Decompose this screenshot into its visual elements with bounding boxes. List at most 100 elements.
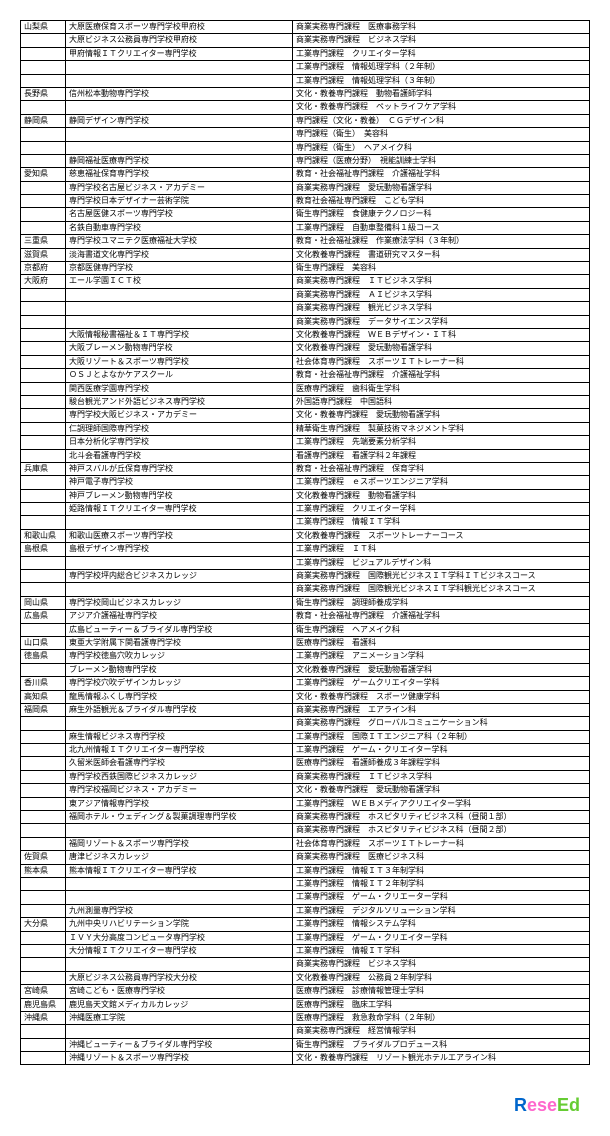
pref-cell xyxy=(21,730,66,743)
table-row: ＩＶＹ大分高度コンピュータ専門学校工業専門課程 ゲーム・クリエイター学科 xyxy=(21,931,590,944)
school-cell: 専門学校穴吹デザインカレッジ xyxy=(66,677,293,690)
school-cell: アジア介護福祉専門学校 xyxy=(66,610,293,623)
table-row: 福岡ホテル・ウェディング＆製菓調理専門学校商業実務専門課程 ホスピタリティビジネ… xyxy=(21,811,590,824)
table-row: 神戸ブレーメン動物専門学校文化教養専門課程 動物看護学科 xyxy=(21,489,590,502)
school-cell: 福岡リゾート＆スポーツ専門学校 xyxy=(66,837,293,850)
table-row: 姫路情報ＩＴクリエイター専門学校工業専門課程 クリエイター学科 xyxy=(21,503,590,516)
course-cell: 医療専門課程 歯科衛生学科 xyxy=(293,382,590,395)
course-cell: 工業専門課程 自動車整備科１級コース xyxy=(293,221,590,234)
pref-cell xyxy=(21,221,66,234)
course-cell: 文化・教養専門課程 リゾート観光ホテルエアライン科 xyxy=(293,1052,590,1065)
pref-cell xyxy=(21,382,66,395)
course-cell: 商業実務専門課程 グローバルコミュニケーション科 xyxy=(293,717,590,730)
school-cell: ブレーメン動物専門学校 xyxy=(66,663,293,676)
pref-cell xyxy=(21,623,66,636)
school-cell: 島根デザイン専門学校 xyxy=(66,543,293,556)
table-row: 関西医療学園専門学校医療専門課程 歯科衛生学科 xyxy=(21,382,590,395)
pref-cell xyxy=(21,315,66,328)
school-cell: 九州測量専門学校 xyxy=(66,904,293,917)
school-cell: 宮崎こども・医療専門学校 xyxy=(66,985,293,998)
table-row: 山梨県大原医療保育スポーツ専門学校甲府校商業実務専門課程 医療事務学科 xyxy=(21,21,590,34)
table-row: 北斗会看護専門学校看護専門課程 看護学科２年課程 xyxy=(21,449,590,462)
course-cell: 医療専門課程 臨床工学科 xyxy=(293,998,590,1011)
table-row: 滋賀県淡海書道文化専門学校文化教養専門課程 書道研究マスター科 xyxy=(21,248,590,261)
school-cell: 大原ビジネス公務員専門学校大分校 xyxy=(66,971,293,984)
course-cell: 工業専門課程 クリエイター学科 xyxy=(293,503,590,516)
school-cell: 大阪リゾート＆スポーツ専門学校 xyxy=(66,355,293,368)
course-cell: 商業実務専門課程 ビジネス学科 xyxy=(293,958,590,971)
school-cell: 唐津ビジネスカレッジ xyxy=(66,851,293,864)
table-row: 専門学校名古屋ビジネス・アカデミー商業実務専門課程 愛玩動物看護学科 xyxy=(21,181,590,194)
school-cell: 関西医療学園専門学校 xyxy=(66,382,293,395)
school-cell xyxy=(66,516,293,529)
table-row: 大阪ブレーメン動物専門学校文化教養専門課程 愛玩動物看護学科 xyxy=(21,342,590,355)
course-cell: 商業実務専門課程 ホスピタリティビジネス科（昼間１部） xyxy=(293,811,590,824)
pref-cell: 宮崎県 xyxy=(21,985,66,998)
table-row: 広島ビューティー＆ブライダル専門学校衛生専門課程 ヘアメイク科 xyxy=(21,623,590,636)
course-cell: 商業実務専門課程 経営情報学科 xyxy=(293,1025,590,1038)
table-row: 愛知県慈恵福祉保育専門学校教育・社会福祉専門課程 介護福祉学科 xyxy=(21,168,590,181)
table-row: 商業実務専門課程 国際観光ビジネスＩＴ学科観光ビジネスコース xyxy=(21,583,590,596)
course-cell: 工業専門課程 情報システム学科 xyxy=(293,918,590,931)
table-row: 香川県専門学校穴吹デザインカレッジ工業専門課程 ゲームクリエイター学科 xyxy=(21,677,590,690)
pref-cell xyxy=(21,904,66,917)
pref-cell xyxy=(21,288,66,301)
course-cell: 医療専門課程 救急救命学科（２年制） xyxy=(293,1011,590,1024)
pref-cell xyxy=(21,195,66,208)
school-cell xyxy=(66,141,293,154)
table-row: 宮崎県宮崎こども・医療専門学校医療専門課程 診療情報管理士学科 xyxy=(21,985,590,998)
school-cell: 日本分析化学専門学校 xyxy=(66,436,293,449)
school-cell: 仁調理師国際専門学校 xyxy=(66,422,293,435)
table-row: 商業実務専門課程 グローバルコミュニケーション科 xyxy=(21,717,590,730)
course-cell: 教育・社会福祉専門課程 介護福祉学科 xyxy=(293,168,590,181)
course-cell: 工業専門課程 アニメーション学科 xyxy=(293,650,590,663)
pref-cell xyxy=(21,811,66,824)
pref-cell xyxy=(21,958,66,971)
pref-cell xyxy=(21,328,66,341)
school-course-table: 山梨県大原医療保育スポーツ専門学校甲府校商業実務専門課程 医療事務学科大原ビジネ… xyxy=(20,20,590,1065)
pref-cell xyxy=(21,797,66,810)
school-cell: 鹿児島天文館メディカルカレッジ xyxy=(66,998,293,1011)
school-cell: 久留米医師会看護専門学校 xyxy=(66,757,293,770)
school-cell: 専門学校ユマニテク医療福祉大学校 xyxy=(66,235,293,248)
school-cell: 大阪情報秘書福祉＆ＩＴ専門学校 xyxy=(66,328,293,341)
course-cell: 文化・教養専門課程 動物看護師学科 xyxy=(293,87,590,100)
school-cell: 麻生情報ビジネス専門学校 xyxy=(66,730,293,743)
course-cell: 教育社会福祉専門課程 こども学科 xyxy=(293,195,590,208)
table-row: 兵庫県神戸スバルが丘保育専門学校教育・社会福祉専門課程 保育学科 xyxy=(21,462,590,475)
course-cell: 文化教養専門課程 書道研究マスター科 xyxy=(293,248,590,261)
table-row: 鹿児島県鹿児島天文館メディカルカレッジ医療専門課程 臨床工学科 xyxy=(21,998,590,1011)
pref-cell xyxy=(21,971,66,984)
pref-cell xyxy=(21,74,66,87)
course-cell: 工業専門課程 ｅスポーツエンジニア学科 xyxy=(293,476,590,489)
table-row: 日本分析化学専門学校工業専門課程 先端要素分析学科 xyxy=(21,436,590,449)
school-cell: 神戸ブレーメン動物専門学校 xyxy=(66,489,293,502)
pref-cell: 京都府 xyxy=(21,262,66,275)
table-row: 福岡リゾート＆スポーツ専門学校社会体育専門課程 スポーツＩＴトレーナー科 xyxy=(21,837,590,850)
pref-cell xyxy=(21,1025,66,1038)
course-cell: 商業実務専門課程 ＩＴビジネス学科 xyxy=(293,770,590,783)
course-cell: 教育・社会福祉課程 作業療法学科（３年制） xyxy=(293,235,590,248)
table-row: 専門課程（衛生） 美容科 xyxy=(21,128,590,141)
pref-cell xyxy=(21,101,66,114)
course-cell: 文化教養専門課程 愛玩動物看護学科 xyxy=(293,663,590,676)
table-row: 商業実務専門課程 ホスピタリティビジネス科（昼間２部） xyxy=(21,824,590,837)
course-cell: 衛生専門課程 美容科 xyxy=(293,262,590,275)
school-cell: 神戸電子専門学校 xyxy=(66,476,293,489)
course-cell: 商業実務専門課程 愛玩動物看護学科 xyxy=(293,181,590,194)
table-row: ブレーメン動物専門学校文化教養専門課程 愛玩動物看護学科 xyxy=(21,663,590,676)
course-cell: 文化教養専門課程 ＷＥＢデザイン・ＩＴ科 xyxy=(293,328,590,341)
pref-cell xyxy=(21,931,66,944)
pref-cell: 愛知県 xyxy=(21,168,66,181)
school-cell: 専門学校大阪ビジネス・アカデミー xyxy=(66,409,293,422)
school-cell: 専門学校名古屋ビジネス・アカデミー xyxy=(66,181,293,194)
course-cell: 工業専門課程 情報ＩＴ学科 xyxy=(293,516,590,529)
course-cell: 工業専門課程 ビジュアルデザイン科 xyxy=(293,556,590,569)
pref-cell xyxy=(21,717,66,730)
pref-cell xyxy=(21,891,66,904)
school-cell: 東アジア情報専門学校 xyxy=(66,797,293,810)
table-row: 山口県東亜大学附属下関看護専門学校医療専門課程 看護科 xyxy=(21,636,590,649)
table-row: 沖縄リゾート＆スポーツ専門学校文化・教養専門課程 リゾート観光ホテルエアライン科 xyxy=(21,1052,590,1065)
pref-cell xyxy=(21,128,66,141)
table-row: 島根県島根デザイン専門学校工業専門課程 ＩＴ科 xyxy=(21,543,590,556)
